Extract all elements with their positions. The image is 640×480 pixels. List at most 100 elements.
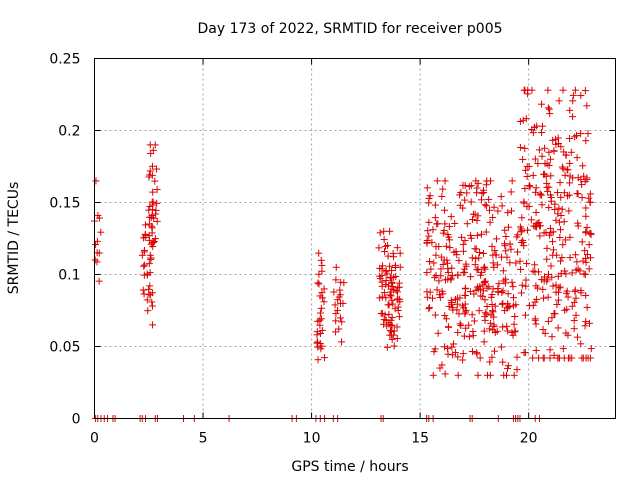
data-point bbox=[499, 358, 507, 366]
data-point bbox=[386, 274, 394, 282]
data-point bbox=[549, 251, 557, 259]
data-point bbox=[423, 269, 431, 277]
data-point bbox=[582, 137, 590, 145]
data-point bbox=[513, 233, 521, 241]
data-point bbox=[392, 286, 400, 294]
data-point bbox=[486, 218, 494, 226]
data-point bbox=[521, 166, 529, 174]
data-point bbox=[145, 206, 153, 214]
data-point bbox=[476, 354, 484, 362]
data-point bbox=[531, 123, 539, 131]
data-point bbox=[430, 259, 438, 267]
data-point bbox=[549, 282, 557, 290]
x-axis-title: GPS time / hours bbox=[291, 459, 408, 475]
data-point bbox=[562, 270, 570, 278]
y-tick-label: 0.25 bbox=[49, 52, 80, 68]
data-point bbox=[520, 242, 528, 250]
data-point bbox=[566, 254, 574, 262]
data-point bbox=[318, 294, 326, 302]
data-point bbox=[145, 213, 153, 221]
data-point bbox=[423, 184, 431, 192]
data-point bbox=[431, 311, 439, 319]
data-point bbox=[502, 247, 510, 255]
data-point bbox=[396, 298, 404, 306]
data-point bbox=[512, 259, 520, 267]
data-point bbox=[587, 229, 595, 237]
data-point bbox=[516, 223, 524, 231]
data-point bbox=[527, 216, 535, 224]
data-point bbox=[482, 228, 490, 236]
x-tick-label: 5 bbox=[199, 431, 208, 447]
data-point bbox=[335, 325, 343, 333]
data-point bbox=[504, 209, 512, 217]
data-point bbox=[428, 294, 436, 302]
data-point bbox=[516, 257, 524, 265]
data-point bbox=[564, 331, 572, 339]
data-point bbox=[520, 349, 528, 357]
data-point bbox=[577, 130, 585, 138]
data-point bbox=[501, 226, 509, 234]
data-point bbox=[473, 217, 481, 225]
data-point bbox=[387, 292, 395, 300]
data-point bbox=[448, 264, 456, 272]
data-point bbox=[529, 171, 537, 179]
data-point bbox=[393, 244, 401, 252]
data-point bbox=[498, 202, 506, 210]
data-point bbox=[509, 331, 517, 339]
data-point bbox=[380, 227, 388, 235]
data-point bbox=[506, 259, 514, 267]
data-point bbox=[141, 246, 149, 254]
data-point bbox=[456, 320, 464, 328]
data-point bbox=[519, 116, 527, 124]
data-point bbox=[477, 196, 485, 204]
data-point bbox=[497, 193, 505, 201]
y-axis-title: SRMTID / TECUs bbox=[6, 182, 22, 295]
data-point bbox=[503, 322, 511, 330]
data-point bbox=[545, 204, 553, 212]
data-point bbox=[459, 204, 467, 212]
data-point bbox=[461, 196, 469, 204]
data-point bbox=[439, 260, 447, 268]
data-point bbox=[380, 316, 388, 324]
y-tick-label: 0.1 bbox=[58, 268, 80, 284]
data-point bbox=[499, 287, 507, 295]
data-point bbox=[498, 289, 506, 297]
data-point bbox=[458, 233, 466, 241]
data-point bbox=[534, 268, 542, 276]
data-point bbox=[548, 333, 556, 341]
data-point bbox=[507, 207, 515, 215]
data-point bbox=[320, 285, 328, 293]
data-point bbox=[453, 306, 461, 314]
data-point bbox=[556, 233, 564, 241]
data-point bbox=[378, 282, 386, 290]
data-point bbox=[442, 242, 450, 250]
data-point bbox=[495, 280, 503, 288]
data-point bbox=[485, 195, 493, 203]
data-point bbox=[563, 305, 571, 313]
data-point bbox=[490, 313, 498, 321]
data-point bbox=[471, 210, 479, 218]
data-point bbox=[545, 231, 553, 239]
data-point bbox=[568, 269, 576, 277]
data-point bbox=[583, 303, 591, 311]
data-point bbox=[492, 235, 500, 243]
data-point bbox=[383, 343, 391, 351]
data-point bbox=[488, 291, 496, 299]
data-point bbox=[384, 301, 392, 309]
data-point bbox=[92, 177, 100, 185]
data-point bbox=[559, 86, 567, 94]
data-point bbox=[313, 339, 321, 347]
data-point bbox=[433, 177, 441, 185]
data-point bbox=[473, 349, 481, 357]
data-point bbox=[572, 266, 580, 274]
data-point bbox=[152, 206, 160, 214]
data-point bbox=[437, 265, 445, 273]
data-point bbox=[554, 210, 562, 218]
data-point bbox=[580, 270, 588, 278]
data-point bbox=[499, 323, 507, 331]
data-point bbox=[490, 323, 498, 331]
data-point bbox=[576, 267, 584, 275]
data-point bbox=[146, 220, 154, 228]
data-point bbox=[473, 283, 481, 291]
data-point bbox=[491, 247, 499, 255]
